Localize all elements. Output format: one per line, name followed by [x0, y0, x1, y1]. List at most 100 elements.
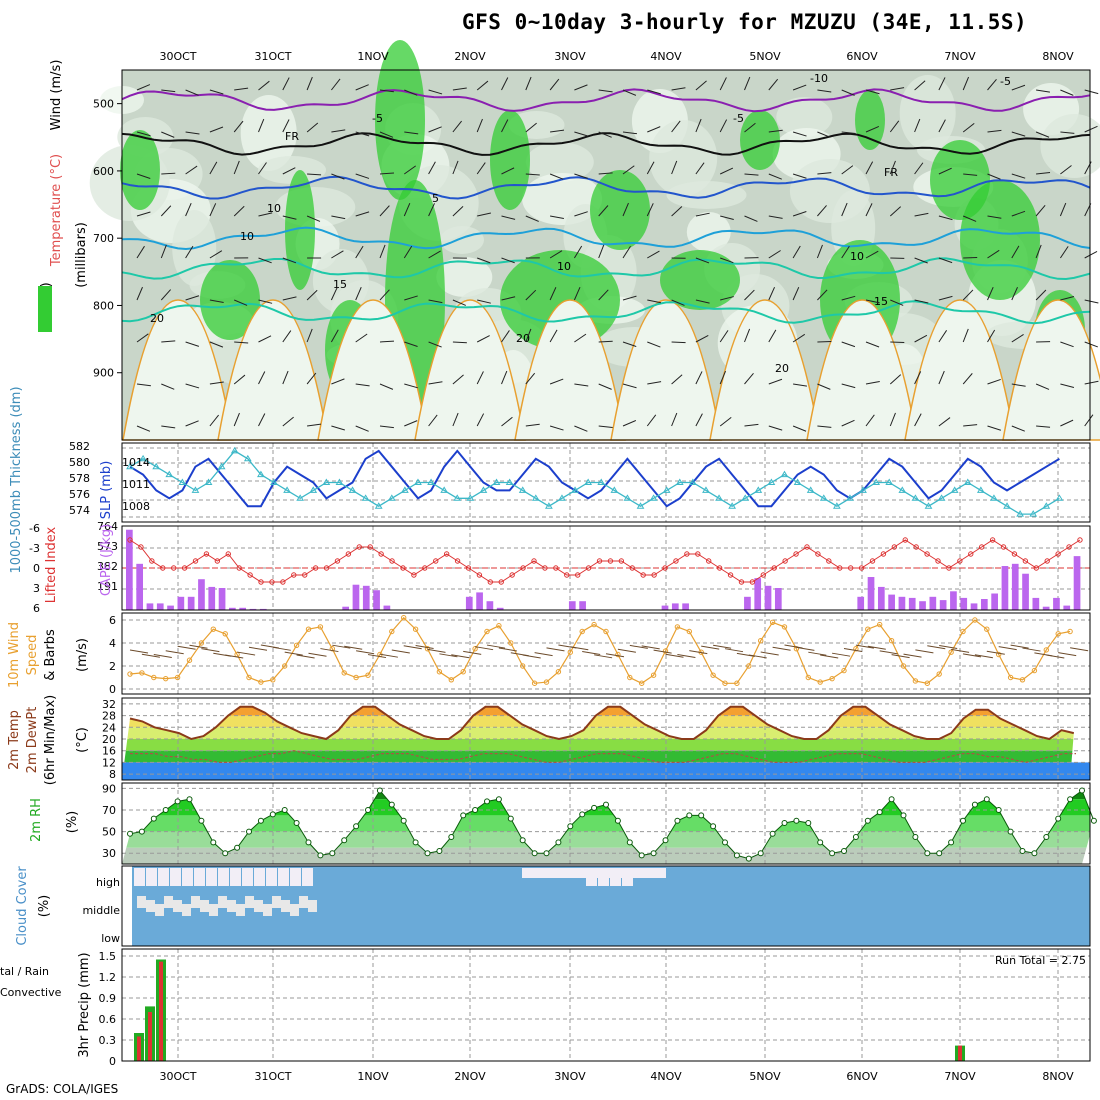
wind-barb — [573, 286, 581, 301]
lifted-marker — [738, 579, 745, 585]
wind-barb — [463, 650, 482, 655]
wind-barb — [161, 383, 175, 390]
wind-speed-marker — [543, 679, 550, 685]
lifted-marker — [891, 544, 898, 550]
lifted-marker — [323, 565, 330, 571]
rh2m-marker — [246, 828, 252, 835]
wind-barb — [914, 413, 922, 427]
cloud-gap — [594, 868, 602, 878]
temp-band — [122, 727, 1074, 739]
lifted-marker — [225, 551, 231, 557]
wind-barb — [476, 80, 489, 91]
wind-barb — [695, 80, 707, 91]
wind-barb — [647, 250, 660, 259]
lifted-marker — [433, 558, 439, 564]
cloud-gap — [650, 868, 658, 878]
wind-barb — [768, 250, 781, 259]
warm-surface-dome — [514, 299, 626, 441]
wind-speed-marker — [1007, 674, 1014, 681]
rh2m-marker — [281, 807, 288, 813]
thickness-marker — [309, 486, 318, 493]
wind-barb — [452, 160, 459, 175]
wind-barb — [622, 131, 637, 135]
rh2m-marker — [650, 850, 657, 857]
wind-barb — [476, 413, 485, 427]
wind-barb — [185, 383, 200, 389]
wind-barb — [865, 380, 880, 385]
rh2m-marker — [1079, 787, 1085, 794]
rh-light-region — [649, 120, 718, 196]
cloud-gap — [146, 900, 155, 912]
wind-barb — [525, 328, 532, 343]
wind-barb — [403, 245, 413, 259]
date-label-top: 31OCT — [254, 50, 291, 63]
lifted-marker — [378, 551, 384, 557]
wind-barb — [841, 89, 855, 96]
isotherm-label: -5 — [1000, 75, 1011, 88]
precip-tick: 0.6 — [99, 1013, 117, 1026]
wind-barb — [768, 329, 777, 343]
date-label-top: 2NOV — [454, 50, 486, 63]
thickness-marker — [610, 486, 619, 493]
wind-speed-marker — [805, 674, 811, 681]
wind-barb — [136, 84, 151, 91]
wind-speed-marker — [841, 667, 847, 674]
pressure-tick-label: 900 — [93, 367, 114, 380]
cape-bar — [774, 588, 782, 610]
thickness-marker — [649, 494, 658, 501]
wind-barb — [629, 644, 648, 649]
wind-speed-marker — [186, 657, 193, 663]
wind-barb — [282, 330, 292, 343]
lifted-marker — [1055, 551, 1061, 557]
thickness-marker — [387, 494, 396, 501]
rh2m-marker — [162, 807, 169, 813]
wind-barb — [891, 654, 910, 659]
lifted-marker — [1066, 544, 1072, 550]
rh2m-marker — [603, 801, 609, 808]
wind-barb — [501, 370, 508, 385]
wind-speed-marker — [508, 640, 514, 646]
cloud-gap — [546, 868, 554, 878]
lifted-marker — [662, 565, 668, 571]
thickness-line — [129, 450, 1060, 515]
wind-barb — [817, 289, 828, 301]
wind-speed-marker — [139, 670, 145, 676]
wind-barb — [938, 119, 946, 133]
wind-barb — [306, 122, 319, 133]
lifted-marker — [684, 551, 690, 557]
wind-barb — [768, 425, 783, 431]
wind-barb — [136, 286, 143, 301]
wind-barb — [1035, 131, 1050, 138]
wind-barb — [404, 420, 418, 427]
wind-barb — [501, 77, 509, 91]
wind-barb — [987, 378, 1001, 385]
wind-barb — [574, 211, 588, 217]
rh2m-marker — [781, 819, 788, 826]
wind-barb — [161, 340, 176, 343]
rh2m-marker — [745, 855, 752, 862]
cape-bar — [898, 596, 906, 610]
lifted-marker — [706, 558, 712, 564]
cape-tick: 764 — [97, 520, 118, 533]
wind-barb — [379, 383, 394, 390]
lifted-marker — [269, 579, 275, 585]
wind-speed-marker — [829, 675, 835, 682]
lifted-tick: 6 — [33, 602, 40, 615]
cloud-gap — [245, 896, 254, 908]
isotherm-label: -10 — [810, 72, 828, 85]
wind-barb — [177, 645, 196, 650]
lifted-marker — [520, 565, 526, 571]
wind-speed-marker — [448, 677, 454, 683]
wind-barb — [355, 333, 368, 343]
lifted-marker — [465, 565, 472, 571]
wind-barb — [501, 119, 509, 133]
cloud-gap — [554, 868, 562, 878]
cape-bar — [362, 585, 370, 610]
wind-barb — [962, 123, 975, 133]
wind-barb — [695, 299, 710, 304]
wind-barb — [843, 647, 863, 652]
rh-light-region — [776, 97, 833, 137]
wind-barb — [598, 383, 612, 390]
rh2m-marker — [555, 839, 562, 846]
precip-tick: 1.5 — [99, 950, 117, 963]
